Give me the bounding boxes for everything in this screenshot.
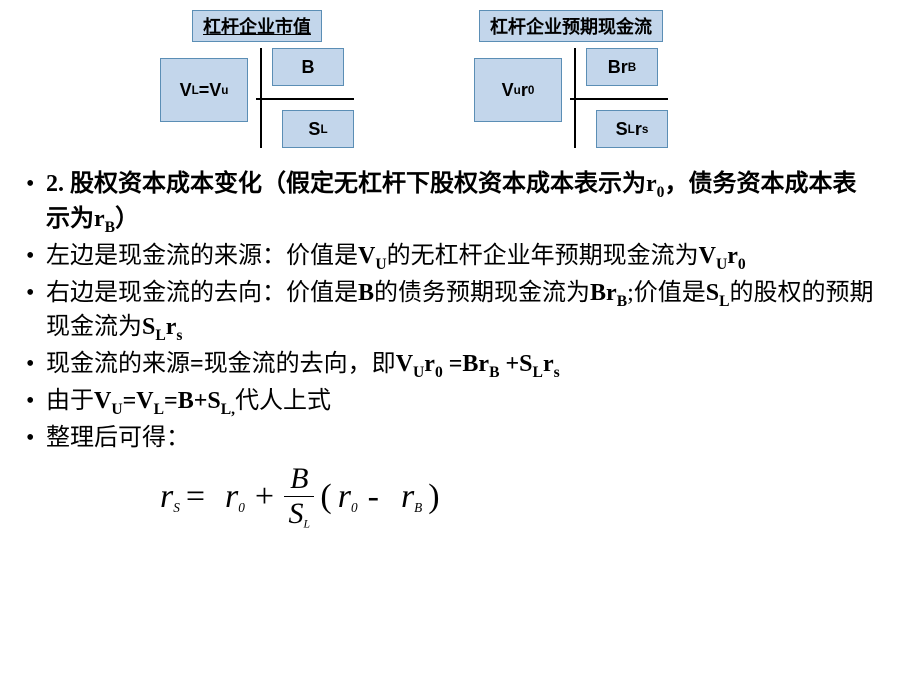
- diagram-right: 杠杆企业预期现金流 Vur0 BrB SLrs: [474, 10, 668, 148]
- diagram-right-title: 杠杆企业预期现金流: [479, 10, 663, 42]
- eq-r0a: r0: [225, 478, 245, 516]
- eq-plus: +: [251, 478, 278, 516]
- eq-rB: rB: [401, 478, 422, 516]
- diagram-right-underline: SLrs: [570, 98, 668, 148]
- equation: rS = r0 + B SL ( r0 - rB ): [0, 464, 920, 530]
- diagram-left: 杠杆企业市值 VL=Vu B SL: [160, 10, 354, 148]
- eq-open-paren: (: [320, 478, 331, 516]
- bullet-item: 2. 股权资本成本变化（假定无杠杆下股权资本成本表示为r0，债务资本成本表示为r…: [20, 168, 880, 238]
- bullet-item: 左边是现金流的来源：价值是VU的无杠杆企业年预期现金流为VUr0: [20, 240, 880, 275]
- diagram-left-body: VL=Vu B SL: [160, 48, 354, 148]
- bullet-item: 现金流的来源=现金流的去向，即VUr0 =BrB +SLrs: [20, 348, 880, 383]
- diagram-left-center-box: VL=Vu: [160, 58, 248, 122]
- diagram-left-bottom-box: SL: [282, 110, 354, 148]
- eq-fraction: B SL: [284, 464, 314, 530]
- bullet-item: 右边是现金流的去向：价值是B的债务预期现金流为BrB;价值是SL的股权的预期现金…: [20, 277, 880, 347]
- eq-frac-num: B: [284, 464, 314, 497]
- bullet-item: 由于VU=VL=B+SL,代人上式: [20, 385, 880, 420]
- eq-frac-den: SL: [287, 497, 313, 530]
- diagram-right-center-box: Vur0: [474, 58, 562, 122]
- diagram-right-top-box: BrB: [586, 48, 658, 86]
- eq-lhs: rS: [160, 478, 180, 516]
- diagram-left-title: 杠杆企业市值: [192, 10, 322, 42]
- diagram-right-body: Vur0 BrB SLrs: [474, 48, 668, 148]
- eq-minus: -: [364, 478, 383, 516]
- diagram-left-underline: SL: [256, 98, 354, 148]
- eq-r0b: r0: [338, 478, 358, 516]
- diagram-right-bottom-box: SLrs: [596, 110, 668, 148]
- eq-close-paren: ): [428, 478, 439, 516]
- diagram-right-right-col: BrB SLrs: [586, 48, 668, 148]
- bullet-item: 整理后可得：: [20, 422, 880, 454]
- diagram-row: 杠杆企业市值 VL=Vu B SL 杠杆企业预期现金流 Vur0 BrB SLr…: [0, 0, 920, 168]
- diagram-left-top-box: B: [272, 48, 344, 86]
- bullet-list: 2. 股权资本成本变化（假定无杠杆下股权资本成本表示为r0，债务资本成本表示为r…: [0, 168, 920, 454]
- eq-equals: =: [186, 478, 205, 516]
- diagram-left-right-col: B SL: [272, 48, 354, 148]
